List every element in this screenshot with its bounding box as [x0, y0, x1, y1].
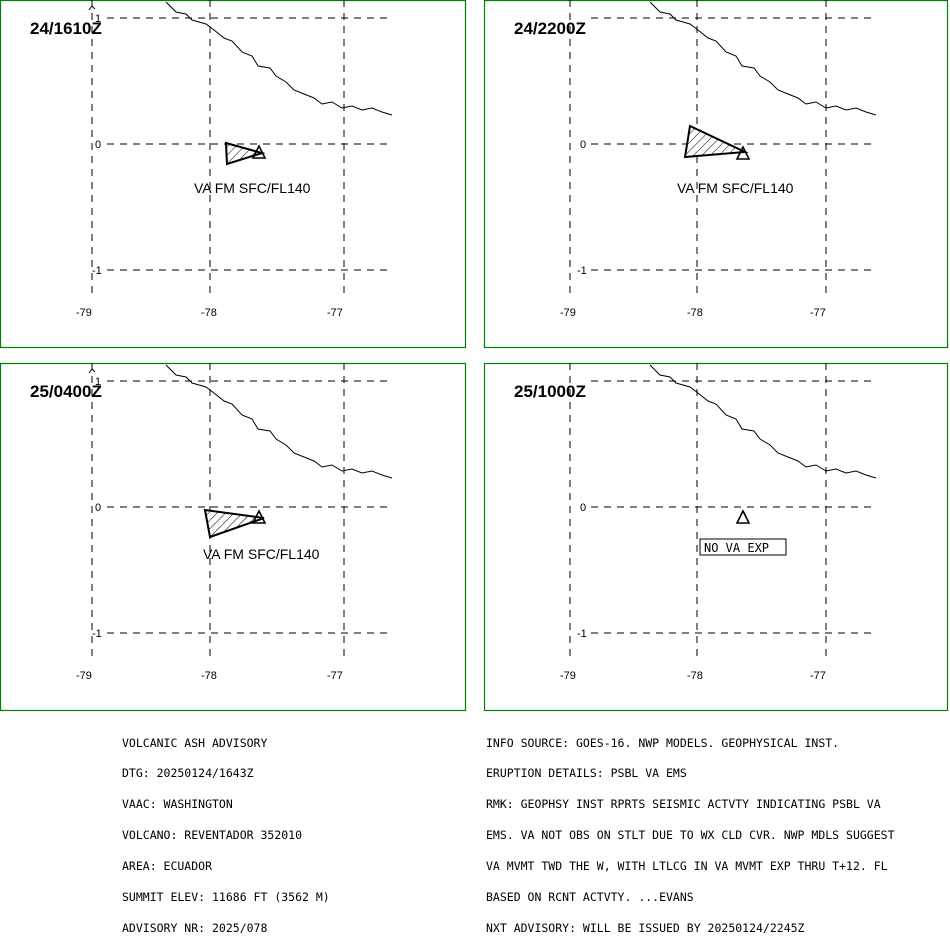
no-va-expected-box: [699, 538, 787, 556]
advisory-line: BASED ON RCNT ACTVTY. ...EVANS: [486, 890, 694, 905]
coastline-fragment: [88, 368, 96, 374]
advisory-details-right: INFO SOURCE: GOES-16. NWP MODELS. GEOPHY…: [486, 717, 895, 944]
advisory-line: INFO SOURCE: GOES-16. NWP MODELS. GEOPHY…: [486, 735, 840, 750]
lat-tick-label: -1: [92, 628, 102, 640]
advisory-line: SUMMIT ELEV: 11686 FT (3562 M): [122, 890, 330, 905]
lon-tick-label: -78: [201, 307, 217, 319]
advisory-line: NXT ADVISORY: WILL BE ISSUED BY 20250124…: [486, 920, 805, 935]
forecast-panel-2: 24/2200Z VA FM SFC/FL140 0 -1 -79 -78 -7…: [483, 0, 949, 349]
volcano-triangle-icon: [251, 144, 267, 159]
ash-cloud-polygon: [203, 508, 265, 539]
panel-time-label: 24/2200Z: [514, 19, 586, 38]
ash-cloud-polygon: [224, 141, 266, 166]
coastline: [165, 364, 393, 479]
advisory-line: DTG: 20250124/1643Z: [122, 766, 254, 781]
lon-tick-label: -78: [687, 307, 703, 319]
forecast-panel-1: 24/1610Z VA FM SFC/FL140 1 0 -1 -79 -78 …: [0, 0, 467, 349]
volcano-triangle-icon: [251, 509, 267, 524]
coastline-fragment: [88, 5, 96, 11]
lat-tick-label: -1: [577, 265, 587, 277]
lon-tick-label: -77: [327, 670, 343, 682]
va-level-label: VA FM SFC/FL140: [194, 180, 311, 196]
panel-frame: [483, 0, 949, 349]
advisory-line: VA MVMT TWD THE W, WITH LTLCG IN VA MVMT…: [486, 859, 888, 874]
lon-tick-label: -79: [76, 670, 92, 682]
advisory-details-left: VOLCANIC ASH ADVISORY DTG: 20250124/1643…: [122, 717, 330, 944]
advisory-line: EMS. VA NOT OBS ON STLT DUE TO WX CLD CV…: [486, 828, 895, 843]
advisory-line: VAAC: WASHINGTON: [122, 797, 233, 812]
advisory-line: ERUPTION DETAILS: PSBL VA EMS: [486, 766, 687, 781]
advisory-line: AREA: ECUADOR: [122, 859, 213, 874]
advisory-line: ADVISORY NR: 2025/078: [122, 920, 268, 935]
lat-tick-label: -1: [577, 628, 587, 640]
lon-tick-label: -79: [76, 307, 92, 319]
lon-tick-label: -78: [687, 670, 703, 682]
lon-tick-label: -77: [327, 307, 343, 319]
panel-time-label: 24/1610Z: [30, 19, 102, 38]
lat-tick-label: 0: [580, 502, 586, 514]
advisory-graphic: 24/1610Z VA FM SFC/FL140 1 0 -1 -79 -78 …: [0, 0, 949, 712]
lon-tick-label: -78: [201, 670, 217, 682]
lon-tick-label: -77: [810, 307, 826, 319]
volcano-triangle-icon: [735, 145, 751, 160]
lat-tick-label: -1: [92, 265, 102, 277]
lat-tick-label: 1: [95, 13, 101, 25]
panel-frame: [0, 0, 467, 349]
panel-time-label: 25/1000Z: [514, 382, 586, 401]
coastline: [165, 1, 393, 116]
lat-tick-label: 0: [95, 502, 101, 514]
lat-tick-label: 0: [580, 139, 586, 151]
coastline: [649, 364, 877, 479]
lat-tick-label: 1: [95, 376, 101, 388]
ash-cloud-polygon: [683, 124, 749, 159]
coastline: [649, 1, 877, 116]
lon-tick-label: -79: [560, 670, 576, 682]
forecast-panel-4: NO VA EXP 25/1000Z 0 -1 -79 -78 -77: [483, 362, 949, 712]
volcano-triangle-icon: [735, 509, 751, 524]
advisory-line: VOLCANO: REVENTADOR 352010: [122, 828, 303, 843]
no-va-expected-label: NO VA EXP: [704, 541, 769, 555]
panel-time-label: 25/0400Z: [30, 382, 102, 401]
lat-tick-label: 0: [95, 139, 101, 151]
forecast-panel-3: 25/0400Z VA FM SFC/FL140 1 0 -1 -79 -78 …: [0, 362, 467, 712]
va-level-label: VA FM SFC/FL140: [203, 546, 320, 562]
lon-tick-label: -79: [560, 307, 576, 319]
panel-frame: [483, 362, 949, 712]
advisory-line: RMK: GEOPHSY INST RPRTS SEISMIC ACTVTY I…: [486, 797, 881, 812]
lon-tick-label: -77: [810, 670, 826, 682]
advisory-line: VOLCANIC ASH ADVISORY: [122, 735, 268, 750]
va-level-label: VA FM SFC/FL140: [677, 180, 794, 196]
panel-frame: [0, 362, 467, 712]
